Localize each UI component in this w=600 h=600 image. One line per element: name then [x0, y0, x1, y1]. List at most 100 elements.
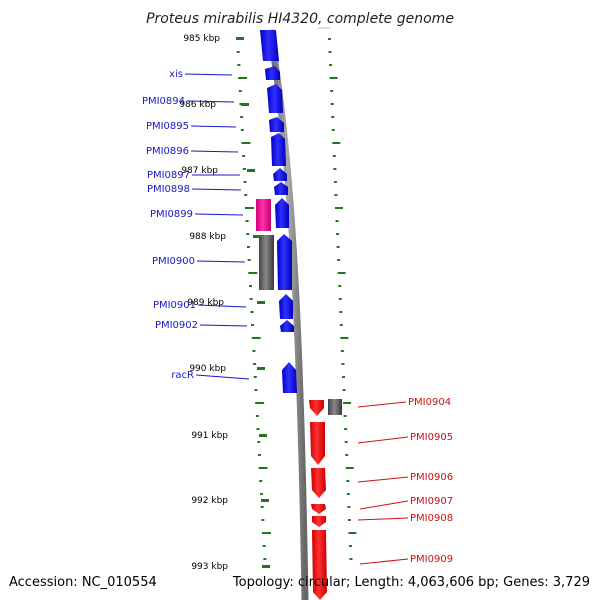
ring-dot [262, 545, 266, 547]
gene-label: PMI0902 [155, 320, 198, 331]
ring-dot [349, 558, 353, 560]
scale-tick-mark [241, 103, 249, 106]
gene-leader-line [194, 213, 244, 216]
gene-arrow-pmi0902 [280, 320, 294, 332]
outer-ring-right [318, 27, 357, 560]
scale-tick-mark [259, 434, 267, 437]
gene-label: PMI0901 [153, 300, 196, 311]
ring-dot [336, 233, 340, 235]
gene-leader-line [190, 125, 237, 128]
ring-dot [337, 272, 346, 274]
gene-label: PMI0897 [147, 170, 190, 181]
ring-dot [248, 272, 258, 274]
ring-dot [239, 103, 243, 105]
ring-dot [255, 402, 265, 404]
gene-leader-line [190, 150, 239, 153]
scale-tick-label: 990 kbp [189, 364, 226, 374]
ring-dot [343, 415, 347, 417]
ring-dot [328, 51, 332, 53]
gene-leader-line [357, 436, 409, 444]
ring-dot [332, 155, 336, 157]
ring-dot [255, 415, 259, 417]
scale-tick-mark [262, 565, 270, 568]
scale-tick-mark [236, 37, 244, 40]
genome-title: Proteus mirabilis HI4320, complete genom… [146, 11, 454, 27]
gene-arrow-pmi0898 [274, 182, 288, 195]
ring-dot [246, 246, 250, 248]
ring-dot [242, 155, 246, 157]
ring-dot [236, 51, 240, 53]
gene-arrow-pmi0894 [267, 84, 283, 113]
gene-label: PMI0898 [147, 184, 190, 195]
ring-dot [328, 38, 331, 40]
ring-dot [338, 285, 342, 287]
gene-arrow-pmi0909 [312, 530, 327, 600]
ring-dot [254, 389, 258, 391]
ring-dot [339, 324, 343, 326]
ring-dot [252, 350, 256, 352]
scale-tick-label: 988 kbp [189, 232, 226, 242]
gene-label: PMI0900 [152, 256, 195, 267]
scale-tick-mark [257, 301, 265, 304]
gene-leader-line [184, 73, 233, 76]
gene-leader-line [357, 476, 409, 483]
gene-label: xis [169, 69, 183, 80]
ring-dot [247, 259, 251, 261]
gene-leader-line [186, 100, 235, 103]
ring-dot [261, 519, 265, 521]
gene-leader-line [357, 517, 409, 521]
ring-dot [341, 376, 345, 378]
outer-ring-left [236, 38, 271, 560]
ring-dot [340, 337, 349, 339]
gene-label: PMI0908 [410, 513, 453, 524]
ring-dot [251, 337, 261, 339]
ring-dot [259, 480, 263, 482]
gene-arrow-pmi0905 [310, 422, 325, 465]
ring-dot [333, 168, 337, 170]
ring-dot [332, 142, 341, 144]
ring-dot [338, 298, 342, 300]
ring-dot [249, 285, 252, 287]
ring-dot [251, 324, 255, 326]
ring-dot [260, 506, 264, 508]
ring-dot [341, 363, 345, 365]
ring-dot [347, 519, 351, 521]
gene-arrow-pmi0906 [311, 468, 326, 498]
ring-dot [333, 181, 337, 183]
ring-dot [330, 90, 334, 92]
ring-dot [245, 220, 249, 222]
scale-tick-mark [253, 235, 261, 238]
ring-dot [336, 246, 340, 248]
gene-arrow-pmi0896 [271, 133, 286, 166]
ring-dot [330, 103, 334, 105]
gene-track-inner [256, 199, 342, 415]
gene-arrow-xis [265, 66, 280, 80]
scale-tick-label: 992 kbp [191, 496, 228, 506]
gene-leader-line [195, 374, 250, 380]
gene-arrow-racr [282, 362, 297, 393]
ring-dot [346, 493, 350, 495]
scale-tick-label: 987 kbp [181, 166, 218, 176]
scale-tick-mark [261, 499, 269, 502]
ring-dot [257, 454, 261, 456]
ring-dot [329, 64, 333, 66]
ring-dot [348, 545, 352, 547]
ring-dot [346, 480, 350, 482]
rna-feature-pink [256, 199, 271, 231]
scale-tick-mark [257, 367, 265, 370]
gene-leader-line [191, 188, 242, 191]
ring-dot [344, 428, 348, 430]
scale-tick-label: 989 kbp [187, 298, 224, 308]
ring-dot [253, 376, 257, 378]
gene-arrow-pmi0895 [269, 117, 284, 132]
gene-arrow-pmi0900 [277, 234, 292, 290]
gene-label: PMI0906 [410, 472, 453, 483]
accession-text: Accession: NC_010554 [9, 575, 157, 590]
gene-track-forward [260, 30, 297, 393]
ring-dot [334, 207, 343, 209]
gene-arrow-pmi0904 [309, 400, 324, 416]
ring-dot [263, 558, 267, 560]
ring-dot [347, 506, 351, 508]
ring-dot [237, 64, 241, 66]
